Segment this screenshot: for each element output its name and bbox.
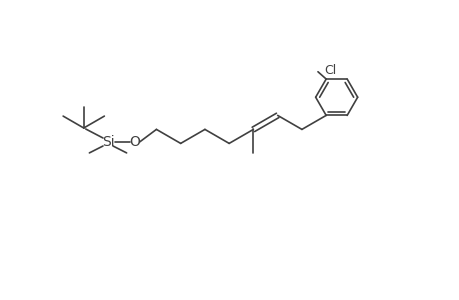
Text: O: O: [129, 135, 140, 149]
Text: Si: Si: [101, 135, 114, 149]
Text: Cl: Cl: [323, 64, 336, 77]
